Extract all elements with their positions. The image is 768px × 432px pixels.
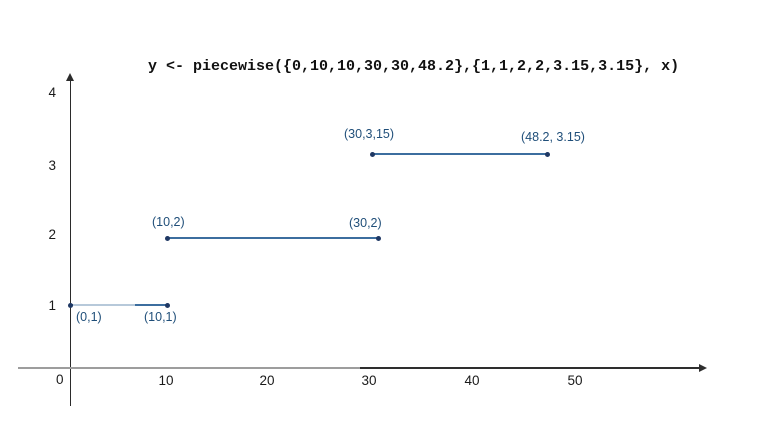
x-tick-label-50: 50	[567, 373, 583, 388]
y-axis	[69, 80, 71, 406]
y-tick-label-3: 3	[48, 158, 56, 173]
point-0-1-label: (0,1)	[76, 310, 102, 324]
point-30-2-dot	[375, 235, 381, 241]
y-axis-arrow-icon	[66, 73, 74, 81]
x-tick-label-40: 40	[464, 373, 480, 388]
point-30-315-dot	[369, 151, 375, 157]
point-10-2-label: (10,2)	[152, 215, 185, 229]
x-tick-label-30: 30	[361, 373, 377, 388]
point-482-315-dot	[544, 151, 550, 157]
segment-2-line	[167, 237, 378, 239]
segment-3-line	[372, 153, 547, 155]
y-tick-label-1: 1	[48, 298, 56, 313]
x-axis	[360, 367, 700, 369]
x-tick-label-20: 20	[259, 373, 275, 388]
point-30-315-label: (30,3,15)	[344, 127, 395, 141]
y-tick-label-2: 2	[48, 227, 56, 242]
point-10-2-dot	[164, 235, 170, 241]
x-axis-arrow-icon	[699, 364, 707, 372]
point-30-2-label: (30,2)	[349, 216, 382, 230]
point-10-1-dot	[164, 302, 170, 308]
x-axis-left-segment	[18, 367, 363, 370]
plot-title: y <- piecewise({0,10,10,30,30,48.2},{1,1…	[148, 58, 680, 75]
point-0-1-dot	[67, 302, 73, 308]
origin-label: 0	[56, 372, 64, 387]
x-tick-label-10: 10	[158, 373, 174, 388]
point-482-315-label: (48.2, 3.15)	[521, 130, 585, 144]
y-tick-label-4: 4	[48, 85, 56, 100]
segment-1-line-highlight	[73, 304, 135, 306]
point-10-1-label: (10,1)	[144, 310, 177, 324]
